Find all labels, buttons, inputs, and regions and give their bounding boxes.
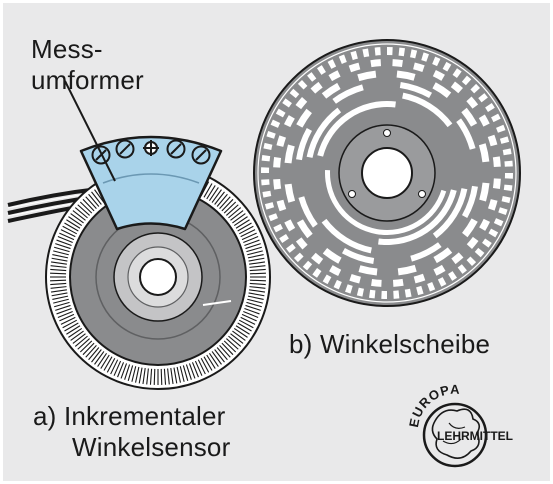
- diagram-artwork: EUROPA LEHRMITTEL: [7, 39, 521, 468]
- logo-lehrmittel-text: LEHRMITTEL: [437, 429, 513, 443]
- transducer-label: Mess- umformer: [31, 34, 144, 96]
- sensor-label: a) Inkrementaler Winkelsensor: [33, 401, 230, 463]
- angle-disc: [253, 39, 521, 307]
- incremental-angle-sensor: [7, 80, 271, 390]
- sensor-shaft-bore: [139, 258, 177, 296]
- transducer-label-line-2: umformer: [31, 65, 144, 95]
- disc-label: b) Winkelscheibe: [289, 329, 491, 359]
- disc-bore: [361, 147, 413, 199]
- transducer-label-line-1: Mess-: [31, 34, 103, 64]
- europa-lehrmittel-logo: EUROPA LEHRMITTEL: [406, 382, 513, 468]
- sensor-label-line-1: a) Inkrementaler: [33, 401, 226, 431]
- diagram-frame: EUROPA LEHRMITTEL Mess- umformer b) Wink…: [3, 3, 550, 481]
- transducer: [64, 80, 223, 231]
- transducer-leader-line: [64, 80, 116, 182]
- disc-code-tracks: [257, 43, 517, 303]
- sensor-label-line-2: Winkelsensor: [72, 432, 231, 462]
